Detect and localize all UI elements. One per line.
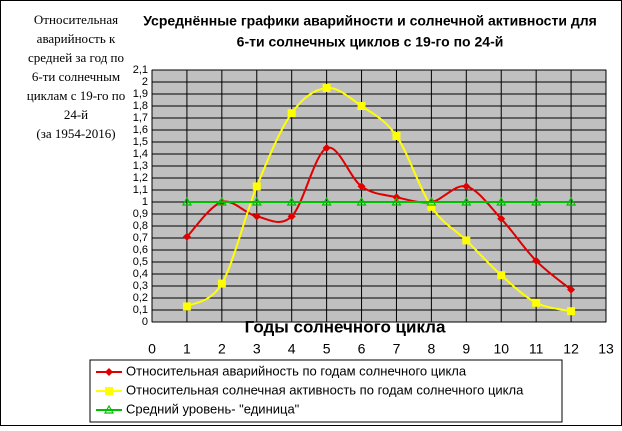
data-point bbox=[182, 232, 191, 241]
data-point bbox=[252, 212, 261, 221]
data-point bbox=[356, 196, 367, 206]
y-tick-label: 0,6 bbox=[133, 244, 148, 256]
x-tick-label: 10 bbox=[493, 341, 509, 357]
y-tick-label: 1,5 bbox=[133, 136, 148, 148]
data-point bbox=[252, 182, 261, 191]
y-tick-label: 1,4 bbox=[133, 148, 148, 160]
x-tick-label: 0 bbox=[148, 341, 156, 357]
y-tick-label: 1,7 bbox=[133, 112, 148, 124]
chart-title: Усреднённые графики аварийности и солнеч… bbox=[143, 13, 597, 29]
data-point bbox=[496, 196, 507, 206]
y-tick-label: 0,5 bbox=[133, 256, 148, 268]
legend bbox=[89, 359, 563, 423]
data-point bbox=[181, 196, 192, 206]
y-tick-label: 0,8 bbox=[133, 220, 148, 232]
data-point bbox=[462, 236, 471, 245]
data-point bbox=[182, 302, 191, 311]
data-point bbox=[321, 196, 332, 206]
data-point bbox=[322, 144, 331, 152]
y-tick-label: 2 bbox=[142, 76, 148, 88]
x-axis-title: Годы солнечного цикла bbox=[245, 317, 446, 336]
legend-marker bbox=[105, 368, 113, 376]
data-point bbox=[497, 214, 506, 223]
y-axis-title: 6-ти солнечным bbox=[32, 69, 120, 84]
data-point bbox=[251, 196, 262, 206]
y-tick-label: 0,9 bbox=[133, 208, 148, 220]
y-tick-label: 1,8 bbox=[133, 100, 148, 112]
y-tick-label: 1,1 bbox=[133, 184, 148, 196]
data-point bbox=[462, 182, 471, 191]
y-axis-title: 24-й bbox=[64, 107, 88, 122]
data-point bbox=[461, 196, 472, 206]
y-tick-label: 0,7 bbox=[133, 232, 148, 244]
data-point bbox=[322, 84, 331, 92]
data-point bbox=[392, 132, 401, 140]
x-tick-label: 2 bbox=[218, 341, 226, 357]
y-tick-label: 0,1 bbox=[133, 304, 148, 316]
data-point bbox=[357, 182, 366, 191]
data-point bbox=[532, 298, 541, 307]
x-tick-label: 4 bbox=[288, 341, 296, 357]
legend-label: Относительная аварийность по годам солне… bbox=[126, 363, 467, 378]
data-point bbox=[216, 196, 227, 206]
legend-label: Относительная солнечная активность по го… bbox=[126, 382, 524, 397]
y-tick-label: 1,9 bbox=[133, 88, 148, 100]
x-tick-label: 8 bbox=[427, 341, 435, 357]
y-axis-title: средней за год по bbox=[28, 50, 124, 65]
data-point bbox=[217, 279, 226, 288]
legend-label: Средний уровень- "единица" bbox=[126, 401, 300, 416]
x-tick-label: 5 bbox=[323, 341, 331, 357]
y-tick-label: 0,3 bbox=[133, 280, 148, 292]
y-tick-label: 2,1 bbox=[133, 64, 148, 76]
y-axis-title: циклам с 19-го по bbox=[27, 88, 126, 103]
x-tick-label: 12 bbox=[563, 341, 579, 357]
data-point bbox=[287, 109, 296, 118]
x-tick-label: 7 bbox=[393, 341, 401, 357]
x-tick-label: 3 bbox=[253, 341, 261, 357]
y-tick-label: 1,6 bbox=[133, 124, 148, 136]
plot-area bbox=[151, 69, 607, 323]
y-tick-label: 0,2 bbox=[133, 292, 148, 304]
y-axis-title: Относительная bbox=[34, 12, 118, 27]
data-point bbox=[497, 271, 506, 280]
data-point bbox=[426, 196, 437, 206]
x-tick-label: 1 bbox=[183, 341, 191, 357]
y-axis-title: аварийность к bbox=[37, 31, 116, 46]
y-tick-label: 1,2 bbox=[133, 172, 148, 184]
y-tick-label: 1 bbox=[142, 196, 148, 208]
y-tick-label: 0,4 bbox=[133, 268, 148, 280]
y-axis-title: (за 1954-2016) bbox=[36, 126, 115, 141]
y-tick-label: 1,3 bbox=[133, 160, 148, 172]
chart-title: 6-ти солнечных циклов с 19-го по 24-й bbox=[237, 34, 504, 50]
x-tick-label: 6 bbox=[358, 341, 366, 357]
data-point bbox=[391, 196, 402, 206]
legend-marker bbox=[103, 404, 115, 414]
data-point bbox=[567, 285, 576, 294]
data-point bbox=[286, 196, 297, 206]
x-tick-label: 13 bbox=[598, 341, 614, 357]
legend-marker bbox=[105, 387, 113, 395]
data-point bbox=[427, 202, 436, 211]
data-point bbox=[531, 196, 542, 206]
x-tick-label: 9 bbox=[462, 341, 470, 357]
data-point bbox=[357, 102, 366, 110]
data-point bbox=[567, 307, 576, 316]
y-tick-label: 0 bbox=[142, 316, 148, 328]
data-point bbox=[287, 212, 296, 221]
x-tick-label: 11 bbox=[529, 341, 544, 357]
data-point bbox=[532, 256, 541, 265]
data-point bbox=[566, 196, 577, 206]
